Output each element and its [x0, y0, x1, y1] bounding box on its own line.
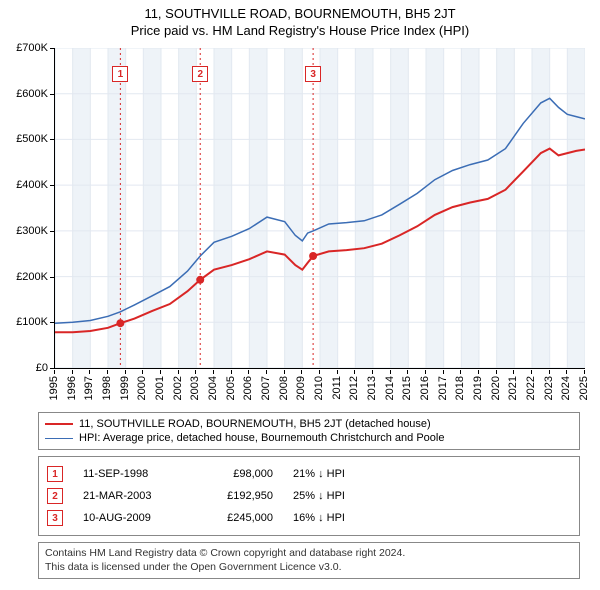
sale-price: £192,950: [193, 490, 273, 502]
x-tick-label: 2003: [189, 376, 201, 400]
sales-row: 3 10-AUG-2009 £245,000 16% ↓ HPI: [47, 507, 571, 529]
x-tick-label: 2024: [560, 376, 572, 400]
sale-diff: 25% ↓ HPI: [293, 490, 373, 502]
chart-marker-label: 1: [112, 66, 128, 82]
footer-line: This data is licensed under the Open Gov…: [45, 561, 573, 575]
x-tick-label: 2023: [543, 376, 555, 400]
x-tick-label: 2011: [331, 376, 343, 400]
x-tick-label: 2010: [313, 376, 325, 400]
chart-marker-label: 3: [305, 66, 321, 82]
x-tick-label: 2019: [472, 376, 484, 400]
plot-area: 1 2 3: [54, 48, 585, 369]
sale-date: 10-AUG-2009: [83, 512, 173, 524]
plot-svg: [55, 48, 585, 368]
x-tick-label: 1996: [66, 376, 78, 400]
chart-area: £0 £100K £200K £300K £400K £500K £600K £700K 1 2…: [0, 42, 600, 412]
y-tick-label: £300K: [16, 225, 48, 237]
chart-container: 11, SOUTHVILLE ROAD, BOURNEMOUTH, BH5 2J…: [0, 0, 600, 590]
x-tick-label: 2022: [525, 376, 537, 400]
x-tick-label: 2008: [278, 376, 290, 400]
x-tick-label: 2013: [366, 376, 378, 400]
x-tick-label: 2000: [136, 376, 148, 400]
x-tick-label: 2020: [490, 376, 502, 400]
sale-price: £245,000: [193, 512, 273, 524]
chart-subtitle: Price paid vs. HM Land Registry's House …: [0, 21, 600, 42]
x-tick-label: 1995: [48, 376, 60, 400]
x-tick-label: 1998: [101, 376, 113, 400]
y-tick-label: £100K: [16, 316, 48, 328]
x-tick-label: 2006: [242, 376, 254, 400]
sales-row: 1 11-SEP-1998 £98,000 21% ↓ HPI: [47, 463, 571, 485]
x-axis: 1995199619971998199920002001200220032004…: [54, 370, 584, 410]
sale-diff: 21% ↓ HPI: [293, 468, 373, 480]
legend-swatch: [45, 423, 73, 425]
chart-marker-label: 2: [192, 66, 208, 82]
x-tick-label: 2007: [260, 376, 272, 400]
y-tick-label: £200K: [16, 271, 48, 283]
x-tick-label: 1999: [119, 376, 131, 400]
sale-marker-box: 2: [47, 488, 63, 504]
x-tick-label: 2001: [154, 376, 166, 400]
attribution-footer: Contains HM Land Registry data © Crown c…: [38, 542, 580, 579]
x-tick-label: 2017: [437, 376, 449, 400]
legend-row: 11, SOUTHVILLE ROAD, BOURNEMOUTH, BH5 2J…: [45, 417, 573, 431]
legend-label: 11, SOUTHVILLE ROAD, BOURNEMOUTH, BH5 2J…: [79, 418, 431, 430]
y-axis: £0£100K£200K£300K£400K£500K£600K£700K: [0, 48, 52, 368]
sales-row: 2 21-MAR-2003 £192,950 25% ↓ HPI: [47, 485, 571, 507]
sale-diff: 16% ↓ HPI: [293, 512, 373, 524]
sale-price: £98,000: [193, 468, 273, 480]
sale-date: 21-MAR-2003: [83, 490, 173, 502]
x-tick-label: 2005: [225, 376, 237, 400]
x-tick-label: 2014: [384, 376, 396, 400]
y-tick-label: £400K: [16, 179, 48, 191]
legend-swatch: [45, 438, 73, 439]
sale-marker-box: 1: [47, 466, 63, 482]
y-tick-label: £500K: [16, 133, 48, 145]
x-tick-label: 2018: [454, 376, 466, 400]
x-tick-label: 2016: [419, 376, 431, 400]
sale-marker-box: 3: [47, 510, 63, 526]
legend: 11, SOUTHVILLE ROAD, BOURNEMOUTH, BH5 2J…: [38, 412, 580, 450]
sales-table: 1 11-SEP-1998 £98,000 21% ↓ HPI 2 21-MAR-2003…: [38, 456, 580, 536]
chart-title: 11, SOUTHVILLE ROAD, BOURNEMOUTH, BH5 2J…: [0, 0, 600, 21]
y-tick-label: £600K: [16, 88, 48, 100]
legend-row: HPI: Average price, detached house, Bour…: [45, 431, 573, 445]
y-tick-label: £0: [36, 362, 48, 374]
footer-line: Contains HM Land Registry data © Crown c…: [45, 547, 573, 561]
sale-date: 11-SEP-1998: [83, 468, 173, 480]
x-tick-label: 2025: [578, 376, 590, 400]
x-tick-label: 1997: [83, 376, 95, 400]
x-tick-label: 2012: [348, 376, 360, 400]
x-tick-label: 2015: [401, 376, 413, 400]
x-tick-label: 2009: [295, 376, 307, 400]
x-tick-label: 2004: [207, 376, 219, 400]
x-tick-label: 2021: [507, 376, 519, 400]
x-tick-label: 2002: [172, 376, 184, 400]
y-tick-label: £700K: [16, 42, 48, 54]
legend-label: HPI: Average price, detached house, Bour…: [79, 432, 444, 444]
